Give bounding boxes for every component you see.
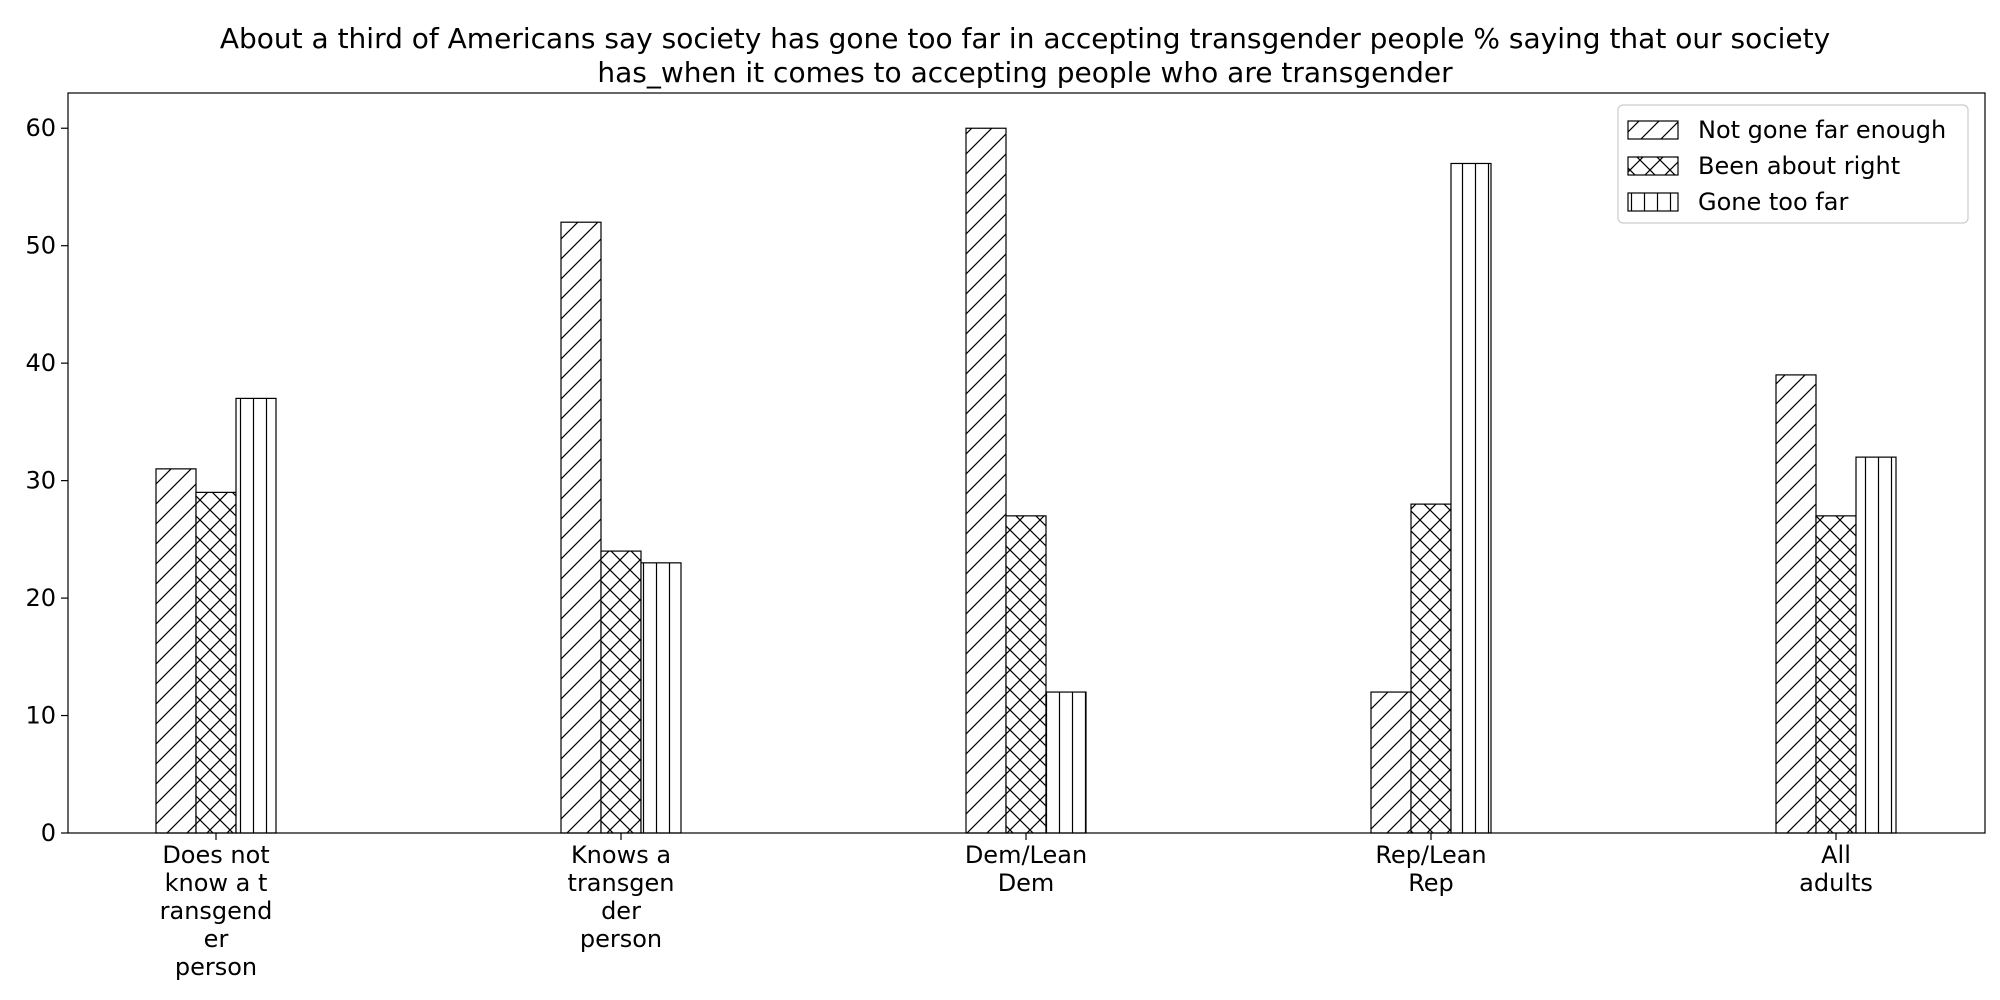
bar	[1855, 456, 1897, 834]
bar	[1775, 374, 1817, 834]
bar	[155, 468, 197, 834]
chart-title-line: About a third of Americans say society h…	[220, 22, 1830, 55]
bars-layer	[155, 127, 1897, 834]
bar	[965, 127, 1007, 834]
y-axis: 0 10 20 30 40 50 60	[25, 114, 68, 847]
legend-swatch	[1627, 120, 1679, 140]
bar	[195, 491, 237, 834]
legend-swatch	[1627, 156, 1679, 176]
bar	[560, 221, 602, 834]
series-been-about-right	[195, 491, 1857, 834]
x-tick-label: Does not know a t ransgend er person	[160, 841, 273, 981]
y-tick-label: 60	[25, 114, 56, 142]
legend-item: Gone too far	[1627, 188, 1848, 216]
legend-label: Not gone far enough	[1698, 116, 1946, 144]
x-tick-label: Knows a transgen der person	[568, 841, 675, 953]
y-tick-label: 20	[25, 584, 56, 612]
legend-label: Gone too far	[1698, 188, 1848, 216]
series-not-gone-far-enough	[155, 127, 1817, 834]
series-gone-too-far	[235, 162, 1897, 834]
bar	[1370, 691, 1412, 834]
bar	[600, 550, 642, 834]
legend-item: Not gone far enough	[1627, 116, 1946, 144]
bar	[1045, 691, 1087, 834]
bar	[1450, 162, 1492, 834]
bar	[1815, 515, 1857, 834]
chart-title-line: has_when it comes to accepting people wh…	[597, 56, 1453, 89]
bar	[1410, 503, 1452, 834]
chart-title: About a third of Americans say society h…	[220, 22, 1830, 89]
legend-box	[1617, 104, 1969, 224]
y-tick-label: 10	[25, 702, 56, 730]
bar	[1005, 515, 1047, 834]
legend-swatch	[1627, 192, 1679, 212]
x-tick-label: All adults	[1799, 841, 1873, 897]
y-tick-label: 50	[25, 232, 56, 260]
y-tick-label: 0	[41, 819, 56, 847]
y-tick-label: 30	[25, 467, 56, 495]
y-tick-label: 40	[25, 349, 56, 377]
legend: Not gone far enough Been about right Gone …	[1617, 104, 1969, 224]
bar	[235, 397, 277, 834]
legend-label: Been about right	[1698, 152, 1900, 180]
x-tick-label: Rep/Lean Rep	[1375, 841, 1486, 897]
bar	[640, 562, 682, 834]
plot-frame	[67, 92, 1986, 834]
legend-item: Been about right	[1627, 152, 1900, 180]
x-tick-label: Dem/Lean Dem	[965, 841, 1087, 897]
